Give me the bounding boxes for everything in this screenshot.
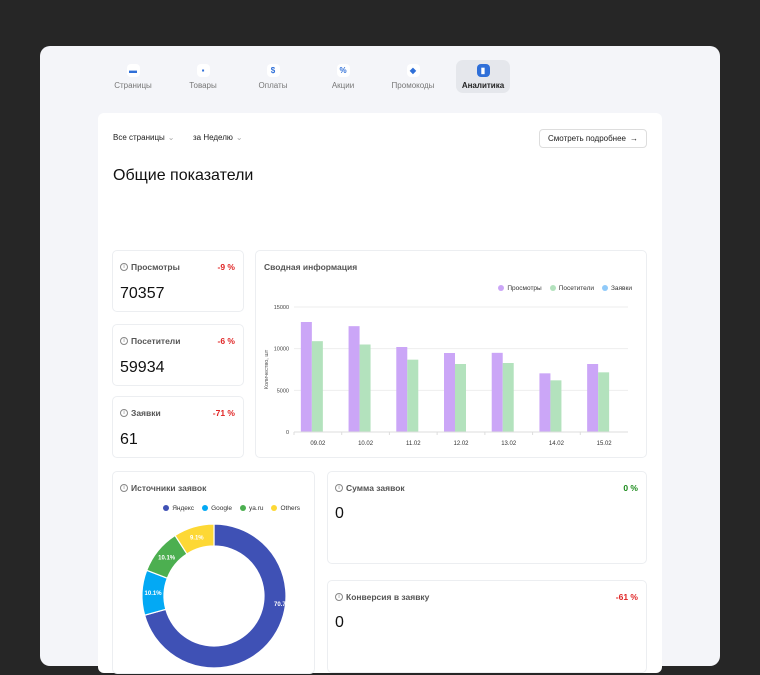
period-filter-label: за Неделю — [193, 133, 233, 142]
bar-Посетители — [550, 380, 561, 432]
conversion-delta: -61 % — [616, 592, 638, 602]
stat-value: 61 — [120, 431, 138, 449]
x-tick-label: 12.02 — [453, 441, 469, 447]
app-window: ▬ Страницы ▪ Товары $ Оплаты% Акции ◆ Промокоды ▮… — [40, 46, 720, 666]
slice-label: 9.1% — [190, 535, 204, 541]
conversion-value: 0 — [335, 614, 344, 632]
stat-delta: -6 % — [218, 336, 235, 346]
sum-value: 0 — [335, 505, 344, 523]
stat-value: 70357 — [120, 285, 165, 303]
info-icon[interactable]: i — [120, 263, 128, 271]
stat-title-text: Заявки — [131, 408, 161, 418]
tab-label: Страницы — [114, 81, 152, 90]
stat-value: 59934 — [120, 359, 165, 377]
period-filter-dropdown[interactable]: за Неделю⌄ — [193, 133, 243, 142]
view-more-button[interactable]: Смотреть подробнее → — [539, 129, 647, 148]
tab-label: Товары — [189, 81, 217, 90]
y-tick-label: 0 — [286, 430, 289, 436]
bar-Просмотры — [539, 373, 550, 432]
bar-chart-icon: ▮ — [477, 64, 490, 77]
stat-delta: -9 % — [218, 262, 235, 272]
info-icon[interactable]: i — [120, 409, 128, 417]
sum-title-text: Сумма заявок — [346, 483, 405, 493]
chevron-down-icon: ⌄ — [168, 133, 175, 142]
y-tick-label: 15000 — [274, 305, 289, 311]
tab-payments[interactable]: $ Оплаты — [238, 60, 308, 93]
bar-Посетители — [455, 364, 466, 432]
slice-label: 10.1% — [158, 556, 176, 562]
percent-icon: % — [337, 64, 350, 77]
bar-Посетители — [503, 363, 514, 432]
x-tick-label: 11.02 — [406, 441, 421, 447]
bar-Просмотры — [301, 322, 312, 432]
slice-label: 10.1% — [145, 591, 163, 597]
x-tick-label: 10.02 — [358, 441, 374, 447]
conversion-title-text: Конверсия в заявку — [346, 592, 429, 602]
analytics-panel: Все страницы⌄ за Неделю⌄ Смотреть подроб… — [98, 113, 662, 673]
bar-chart: 0 5000 10000 15000 Количество, шт 09.02 10.02 1… — [256, 251, 648, 459]
tab-products[interactable]: ▪ Товары — [168, 60, 238, 93]
stat-delta: -71 % — [213, 408, 235, 418]
y-axis-label: Количество, шт — [264, 349, 270, 389]
y-tick-label: 5000 — [277, 388, 289, 394]
tab-analytics[interactable]: ▮ Аналитика — [456, 60, 510, 93]
x-tick-label: 14.02 — [549, 441, 565, 447]
tag-icon: ◆ — [407, 64, 420, 77]
page-title: Общие показатели — [113, 167, 253, 185]
tab-label: Промокоды — [392, 81, 435, 90]
chevron-down-icon: ⌄ — [236, 133, 243, 142]
stat-title-text: Просмотры — [131, 262, 180, 272]
bar-Посетители — [598, 372, 609, 432]
bar-Просмотры — [444, 353, 455, 432]
tab-label: Аналитика — [462, 81, 504, 90]
stat-title-text: Посетители — [131, 336, 180, 346]
bar-Посетители — [407, 360, 418, 432]
y-tick-label: 10000 — [274, 347, 289, 353]
tab-pages[interactable]: ▬ Страницы — [98, 60, 168, 93]
x-tick-label: 15.02 — [597, 441, 613, 447]
x-tick-label: 13.02 — [501, 441, 517, 447]
tab-promotions[interactable]: % Акции — [308, 60, 378, 93]
info-icon[interactable]: i — [335, 484, 343, 492]
tab-label: Акции — [332, 81, 354, 90]
folder-icon: ▬ — [127, 64, 140, 77]
tab-label: Оплаты — [259, 81, 288, 90]
bar-Просмотры — [587, 364, 598, 432]
info-icon[interactable]: i — [120, 337, 128, 345]
bar-Посетители — [312, 341, 323, 432]
info-icon[interactable]: i — [335, 593, 343, 601]
bar-Просмотры — [349, 326, 360, 432]
x-tick-label: 09.02 — [310, 441, 326, 447]
pages-filter-dropdown[interactable]: Все страницы⌄ — [113, 133, 175, 142]
pages-filter-label: Все страницы — [113, 133, 165, 142]
view-more-label: Смотреть подробнее — [548, 134, 626, 143]
bar-Просмотры — [396, 347, 407, 432]
bar-Посетители — [360, 345, 371, 433]
bar-Просмотры — [492, 353, 503, 432]
tab-promocodes[interactable]: ◆ Промокоды — [378, 60, 448, 93]
sum-delta: 0 % — [623, 483, 638, 493]
top-nav: ▬ Страницы ▪ Товары $ Оплаты% Акции ◆ Промокоды ▮… — [98, 60, 510, 93]
dollar-icon: $ — [267, 64, 280, 77]
arrow-right-icon: → — [630, 134, 638, 143]
slice-label: 70.7% — [274, 602, 292, 608]
donut-chart: 70.7% 10.1% 10.1% 9.1% — [113, 472, 316, 675]
box-icon: ▪ — [197, 64, 210, 77]
